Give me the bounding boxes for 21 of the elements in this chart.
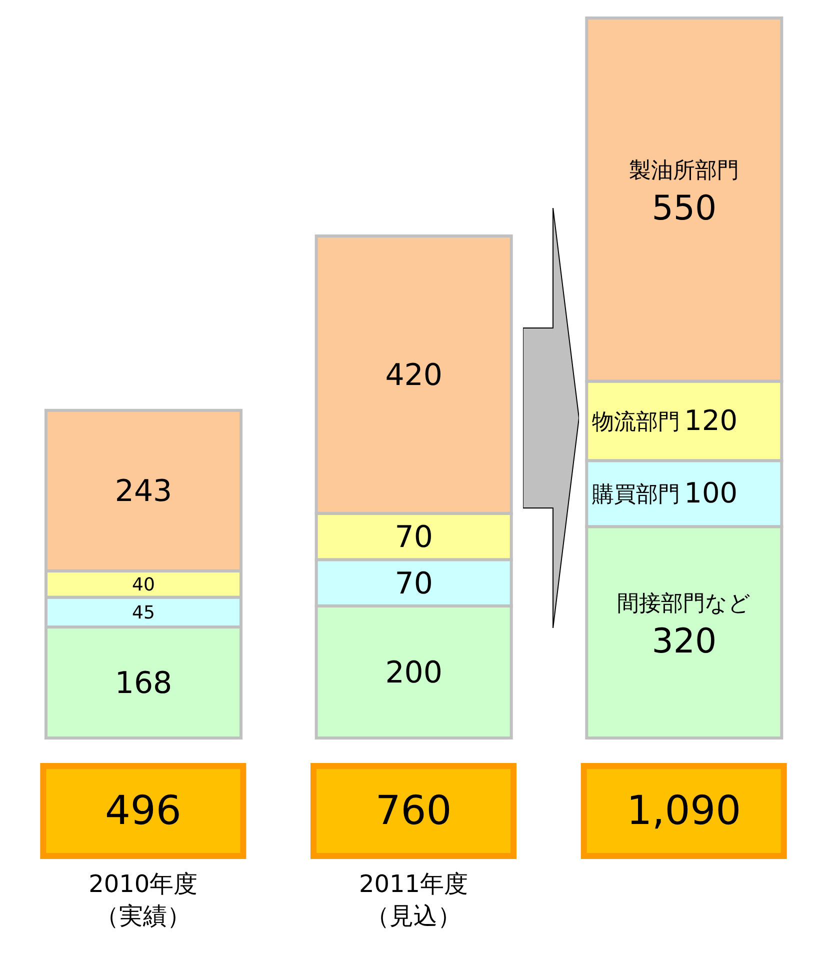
data-label: 100 (684, 476, 738, 510)
series-label: 製油所部門 (629, 158, 740, 184)
data-label: 70 (394, 520, 433, 556)
total-label: 760 (375, 788, 452, 834)
data-label: 70 (394, 566, 433, 602)
x-tick-label: 2011年度（見込） (358, 869, 470, 932)
data-label: 45 (132, 602, 155, 624)
series-label: 物流部門 (592, 410, 680, 435)
data-label: 243 (114, 474, 172, 510)
data-label: 200 (385, 655, 442, 690)
data-label: 420 (385, 358, 442, 394)
total-label: 1,090 (626, 788, 742, 834)
total-label: 496 (104, 788, 182, 834)
x-tick-label: 2010年度（実績） (88, 869, 199, 932)
series-label: 購買部門 (592, 482, 680, 508)
data-label: 168 (114, 666, 172, 702)
data-label: 550 (652, 188, 717, 229)
data-label: 120 (684, 404, 738, 437)
data-label: 40 (132, 574, 155, 596)
series-label: 間接部門など (617, 591, 752, 616)
data-label: 320 (652, 621, 717, 662)
